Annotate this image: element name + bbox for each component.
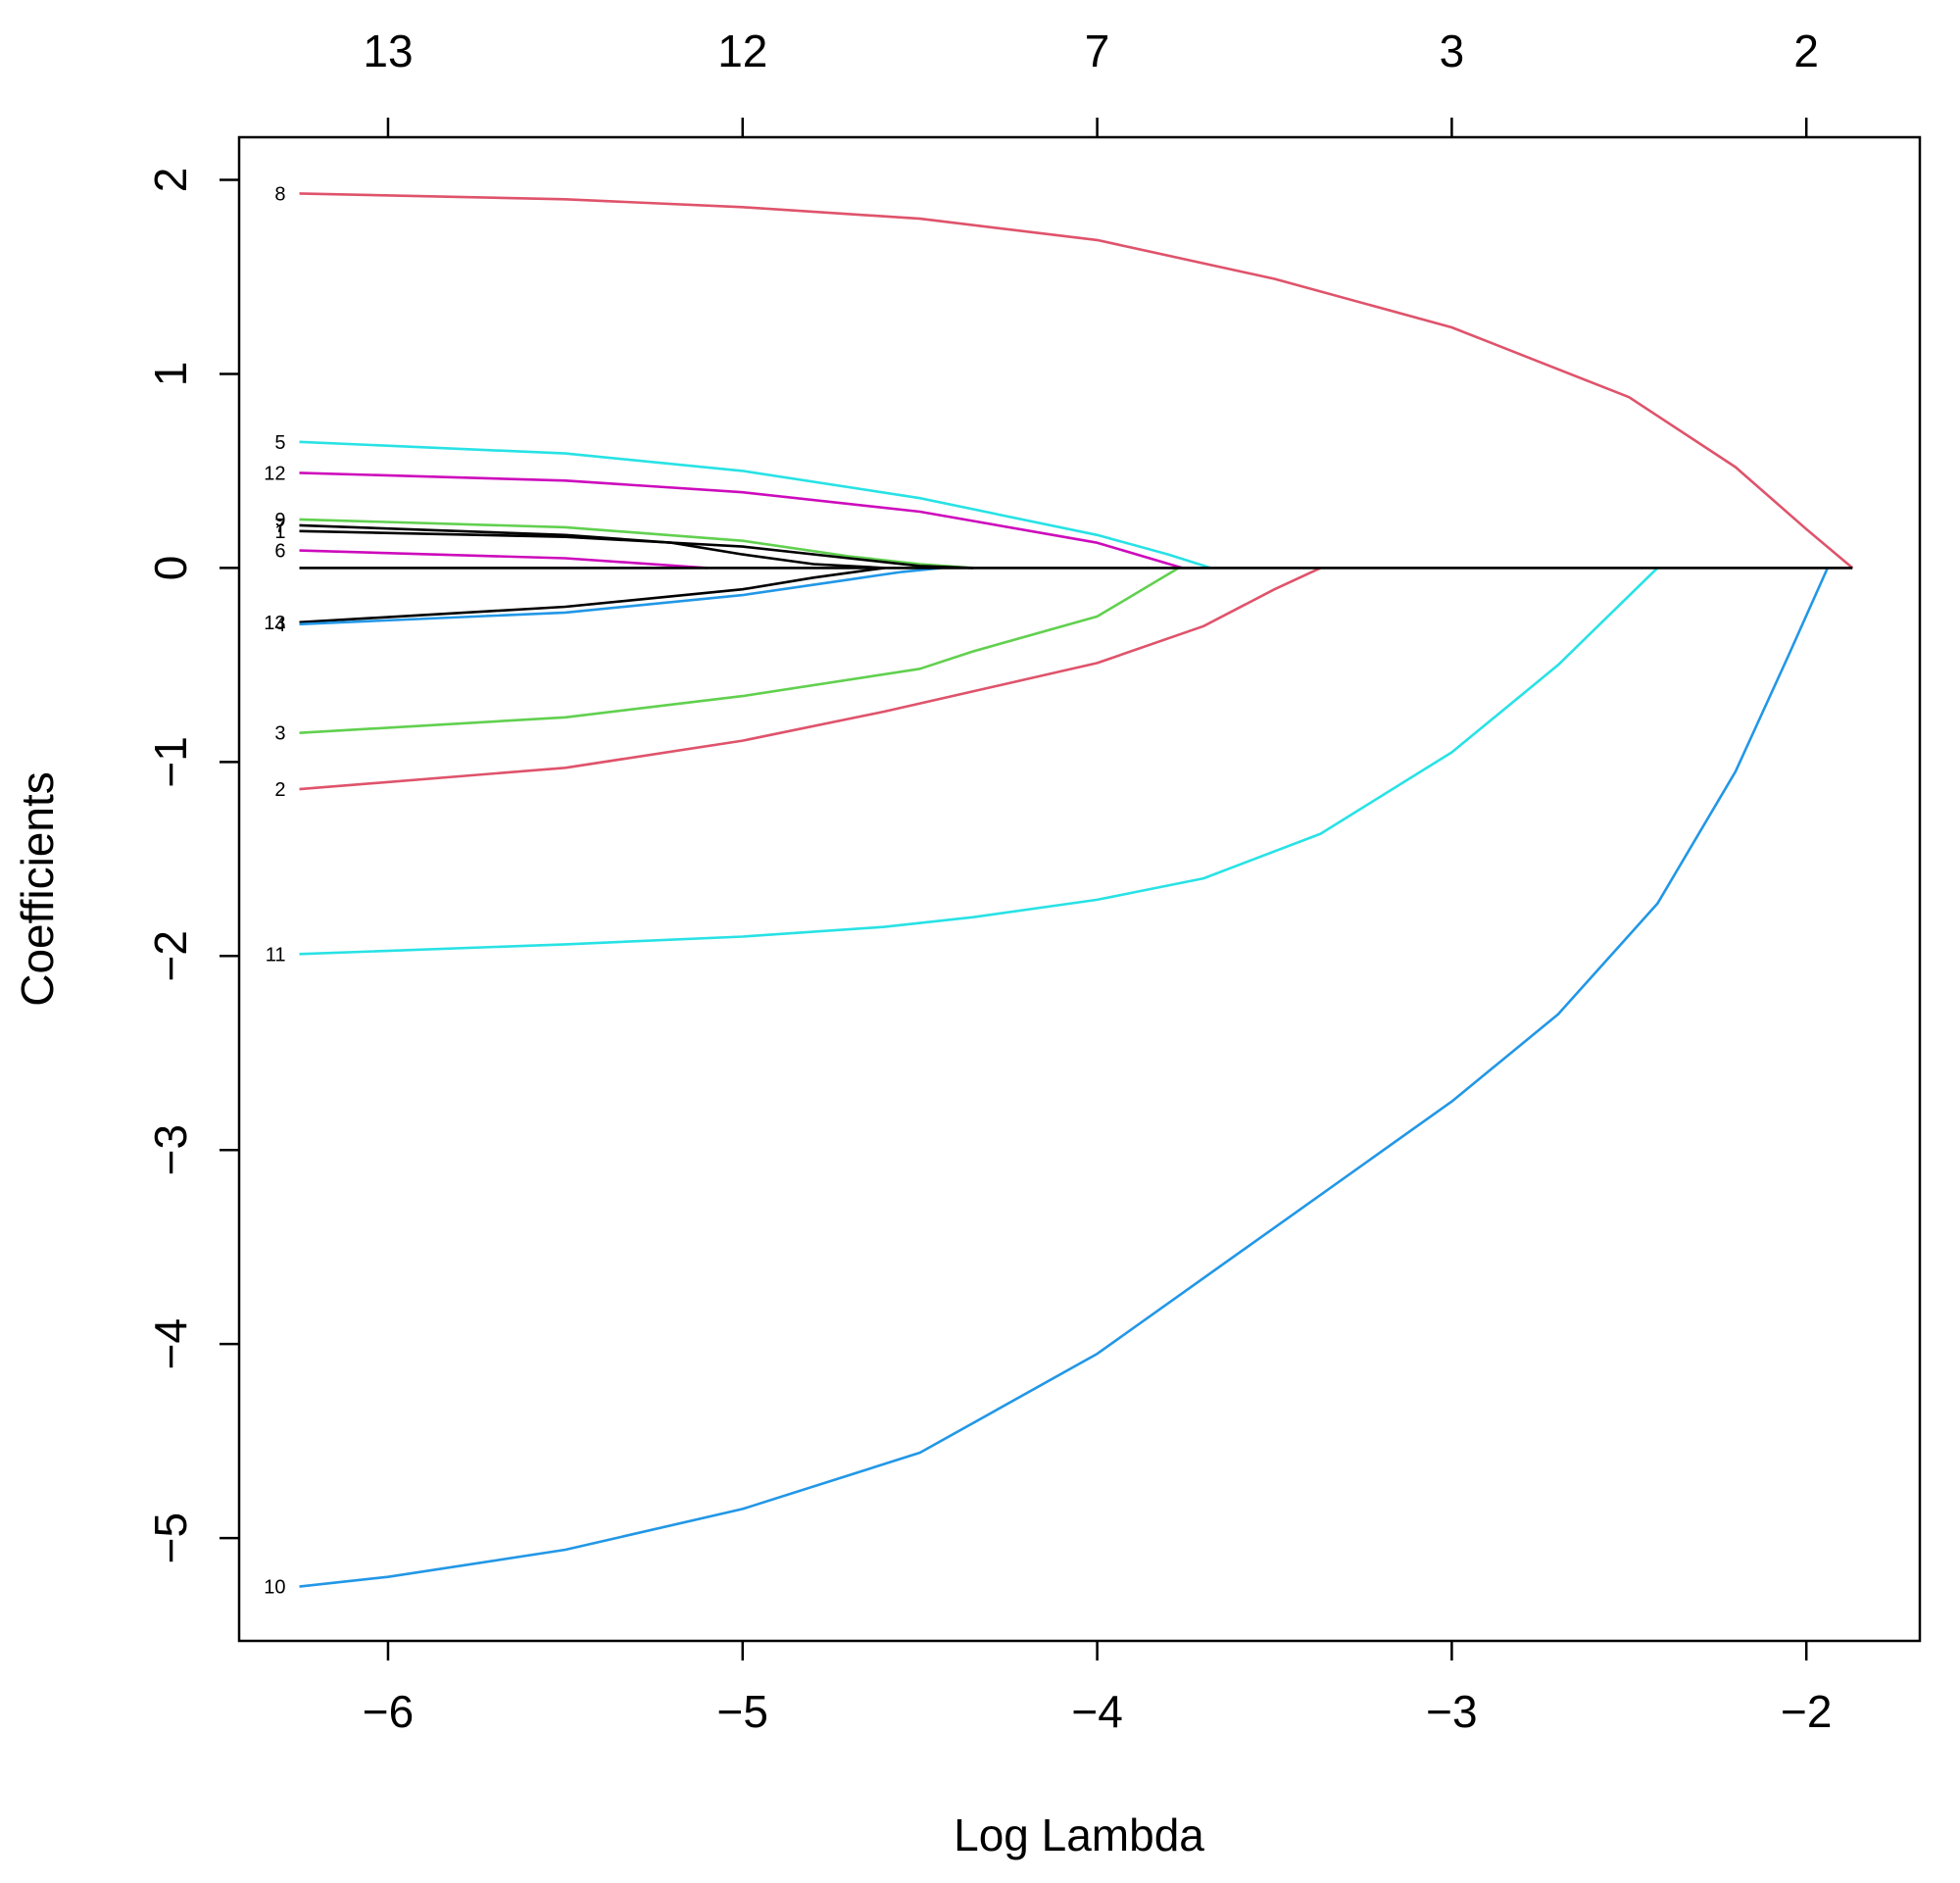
top-tick-label: 7	[1085, 25, 1110, 76]
x-tick-label: −3	[1426, 1686, 1477, 1737]
x-tick-label: −6	[363, 1686, 414, 1737]
plot-frame	[237, 135, 1922, 1643]
y-tick-label: 0	[145, 556, 196, 581]
series-line-12	[299, 471, 1183, 570]
series-label-9: 9	[274, 510, 285, 531]
top-tick-label: 3	[1440, 25, 1465, 76]
series-line-2	[299, 567, 1322, 791]
top-tick-label: 2	[1793, 25, 1819, 76]
y-tick-label: −2	[145, 930, 196, 981]
series-line-4	[299, 567, 942, 626]
series-label-13: 13	[264, 613, 285, 634]
series-label-7: 7	[274, 516, 285, 537]
y-tick-label: −3	[145, 1124, 196, 1175]
series-label-12: 12	[264, 463, 285, 484]
y-tick-label: −4	[145, 1318, 196, 1369]
series-line-8	[299, 192, 1854, 570]
bottom-axis: −6 −5 −4 −3 −2	[363, 1641, 1832, 1737]
series-label-8: 8	[274, 183, 285, 205]
series-label-2: 2	[274, 779, 285, 801]
series-line-10	[299, 567, 1830, 1588]
series-line-13	[299, 567, 885, 624]
top-tick-label: 13	[363, 25, 413, 76]
top-tick-label: 12	[717, 25, 767, 76]
series-line-6	[299, 549, 708, 570]
series-label-3: 3	[274, 723, 285, 745]
y-tick-label: −5	[145, 1512, 196, 1563]
left-axis: −5 −4 −3 −2 −1 0 1 2	[145, 168, 239, 1563]
series-label-5: 5	[274, 432, 285, 454]
series-line-3	[299, 567, 1180, 734]
series-line-5	[299, 440, 1211, 570]
series-label-1: 1	[274, 521, 285, 543]
curves-group	[299, 192, 1854, 1588]
y-tick-label: −1	[145, 736, 196, 787]
top-axis: 13 12 7 3 2	[363, 25, 1819, 137]
x-axis-title: Log Lambda	[954, 1809, 1204, 1860]
y-tick-label: 1	[145, 362, 196, 387]
series-line-11	[299, 567, 1659, 956]
y-axis-title: Coefficients	[12, 771, 63, 1007]
series-label-11: 11	[266, 944, 286, 966]
series-line-7	[299, 523, 885, 570]
x-tick-label: −5	[717, 1686, 768, 1737]
series-line-9	[299, 518, 974, 570]
series-label-4: 4	[274, 615, 285, 636]
series-label-6: 6	[274, 541, 285, 563]
series-label-10: 10	[264, 1577, 285, 1599]
y-tick-label: 2	[145, 168, 196, 193]
series-line-1	[299, 529, 974, 570]
x-tick-label: −4	[1071, 1686, 1122, 1737]
x-tick-label: −2	[1781, 1686, 1832, 1737]
